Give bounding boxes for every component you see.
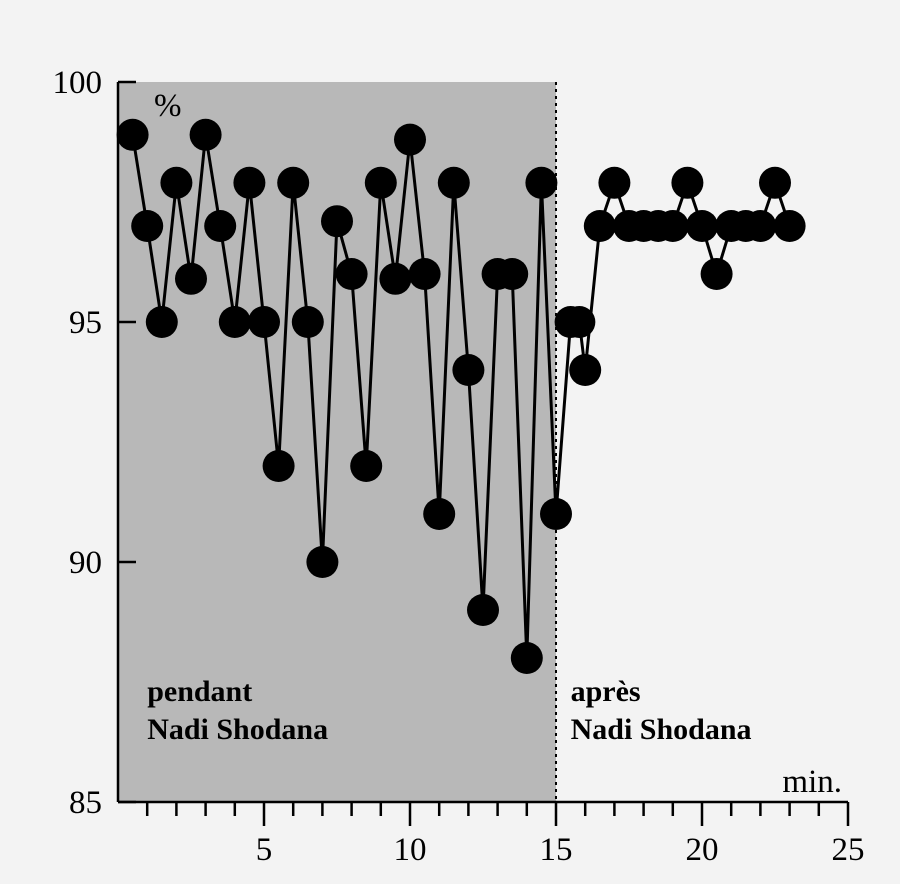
data-point	[117, 119, 149, 151]
data-point	[671, 167, 703, 199]
data-point	[467, 594, 499, 626]
data-point	[438, 167, 470, 199]
data-point	[452, 354, 484, 386]
data-point	[511, 642, 543, 674]
data-point	[584, 210, 616, 242]
data-point	[204, 210, 236, 242]
y-unit-label: %	[154, 88, 182, 124]
data-point	[277, 167, 309, 199]
data-point	[525, 167, 557, 199]
data-point	[219, 306, 251, 338]
annotation-apres: après	[571, 675, 641, 708]
data-point	[598, 167, 630, 199]
data-point	[409, 258, 441, 290]
data-point	[350, 450, 382, 482]
x-tick-label: 10	[394, 832, 427, 868]
y-tick-label: 100	[53, 65, 103, 101]
annotation-pendant: pendant	[147, 675, 252, 708]
data-point	[248, 306, 280, 338]
data-point	[759, 167, 791, 199]
data-point	[190, 119, 222, 151]
x-tick-label: 25	[832, 832, 865, 868]
x-tick-label: 5	[256, 832, 273, 868]
y-tick-label: 90	[69, 545, 102, 581]
y-tick-label: 95	[69, 305, 102, 341]
nadi-shodana-chart: 85 90 95 100% 5 10 15 20 25 min. pendant Nadi Shoda…	[0, 0, 900, 884]
data-point	[744, 210, 776, 242]
data-point	[379, 263, 411, 295]
data-point	[263, 450, 295, 482]
annotation-apres: Nadi Shodana	[571, 713, 752, 746]
y-tick-label: 85	[69, 785, 102, 821]
data-point	[175, 263, 207, 295]
data-point	[496, 258, 528, 290]
data-point	[365, 167, 397, 199]
data-point	[657, 210, 689, 242]
data-point	[774, 210, 806, 242]
data-point	[321, 205, 353, 237]
data-point	[292, 306, 324, 338]
data-point	[336, 258, 368, 290]
data-point	[146, 306, 178, 338]
data-point	[233, 167, 265, 199]
x-tick-label: 20	[686, 832, 719, 868]
data-point	[160, 167, 192, 199]
data-point	[131, 210, 163, 242]
x-unit-label: min.	[782, 764, 842, 800]
data-point	[686, 210, 718, 242]
data-point	[423, 498, 455, 530]
data-point	[701, 258, 733, 290]
data-point	[540, 498, 572, 530]
x-tick-label: 15	[540, 832, 573, 868]
data-point	[306, 546, 338, 578]
data-point	[563, 306, 595, 338]
annotation-pendant: Nadi Shodana	[147, 713, 328, 746]
data-point	[569, 354, 601, 386]
data-point	[394, 124, 426, 156]
